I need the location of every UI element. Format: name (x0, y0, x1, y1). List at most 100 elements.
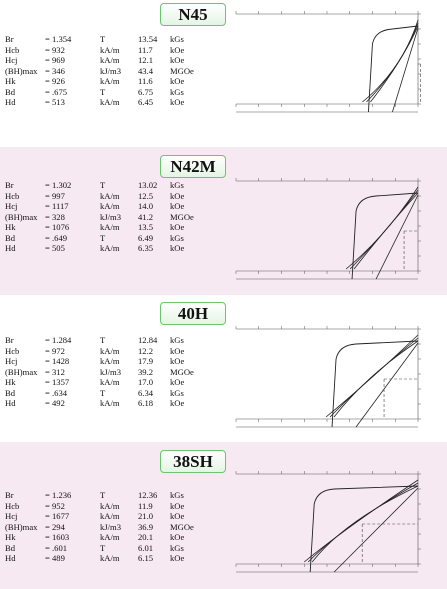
property-row: Bd = .675 T 6.75 kGs (5, 87, 200, 98)
property-cell: kOe (170, 222, 185, 233)
property-row: Hcj = 1677 kA/m 21.0 kOe (5, 511, 200, 522)
property-cell: = .601 (45, 542, 68, 553)
property-cell: Br (5, 490, 14, 501)
property-cell: Hcb (5, 500, 20, 511)
property-cell: Bd (5, 86, 16, 97)
property-cell: kA/m (100, 97, 120, 108)
property-cell: = 1117 (45, 201, 69, 212)
curve-shape (303, 479, 419, 563)
property-cell: kA/m (100, 201, 120, 212)
curve-shape (333, 487, 419, 573)
property-cell: Bd (5, 542, 16, 553)
property-cell: kOe (170, 345, 185, 356)
property-cell: = 1428 (45, 356, 70, 367)
property-row: Br = 1.302 T 13.02 kGs (5, 180, 200, 191)
section: N42M Br = 1.302 T 13.02 kGs Hcb = 997 kA/m 12.5 kO… (0, 147, 447, 295)
property-cell: 6.01 (138, 542, 154, 553)
property-cell: Hcb (5, 345, 20, 356)
property-cell: 6.34 (138, 387, 154, 398)
property-cell: (BH)max (5, 521, 38, 532)
property-cell: Hcj (5, 55, 18, 66)
property-cell: kA/m (100, 345, 120, 356)
property-cell: 11.7 (138, 44, 153, 55)
property-cell: kA/m (100, 532, 120, 543)
property-cell: = 346 (45, 65, 65, 76)
curve-shape (362, 19, 419, 103)
property-cell: 13.5 (138, 222, 154, 233)
property-row: Hcb = 997 kA/m 12.5 kOe (5, 191, 200, 202)
curve-shape (375, 194, 419, 280)
property-cell: 21.0 (138, 511, 154, 522)
property-cell: 6.35 (138, 243, 154, 254)
property-cell: 20.1 (138, 532, 154, 543)
curve-shape (367, 25, 419, 113)
property-row: Br = 1.354 T 13.54 kGs (5, 34, 200, 45)
property-row: Hd = 513 kA/m 6.45 kOe (5, 97, 200, 108)
property-cell: = 1.354 (45, 34, 72, 45)
curve-shape (355, 342, 419, 428)
property-cell: kA/m (100, 243, 120, 254)
property-row: Hcj = 1117 kA/m 14.0 kOe (5, 201, 200, 212)
property-row: Hk = 1076 kA/m 13.5 kOe (5, 222, 200, 233)
property-table: Br = 1.302 T 13.02 kGs Hcb = 997 kA/m 12.5 kOe Hcj… (5, 180, 200, 254)
property-cell: 13.02 (138, 180, 158, 191)
property-cell: = .675 (45, 86, 68, 97)
property-cell: kJ/m3 (100, 521, 122, 532)
property-row: Hcj = 1428 kA/m 17.9 kOe (5, 356, 200, 367)
property-cell: 11.9 (138, 500, 153, 511)
property-cell: kA/m (100, 222, 120, 233)
property-cell: kOe (170, 356, 185, 367)
property-cell: kOe (170, 201, 185, 212)
property-cell: = 294 (45, 521, 65, 532)
property-cell: T (100, 34, 106, 45)
property-cell: MGOe (170, 366, 194, 377)
property-cell: 6.18 (138, 398, 154, 409)
property-cell: kGs (170, 542, 184, 553)
grade-badge: N42M (160, 155, 226, 178)
curve-shape (370, 25, 419, 103)
grade-badge: 38SH (160, 450, 226, 473)
property-cell: Br (5, 180, 14, 191)
property-cell: kOe (170, 553, 185, 564)
property-cell: 12.84 (138, 335, 158, 346)
property-cell: = .649 (45, 232, 68, 243)
curve-shape (351, 192, 419, 280)
property-cell: 43.4 (138, 65, 154, 76)
property-cell: = 505 (45, 243, 65, 254)
property-cell: = 1.302 (45, 180, 72, 191)
property-cell: = 997 (45, 190, 65, 201)
demag-curve-graphic (235, 471, 421, 573)
property-cell: Br (5, 335, 14, 346)
property-cell: 12.1 (138, 55, 154, 66)
property-row: Bd = .634 T 6.34 kGs (5, 388, 200, 399)
property-cell: = 489 (45, 553, 65, 564)
property-cell: = 932 (45, 44, 65, 55)
property-cell: Hd (5, 398, 16, 409)
property-cell: (BH)max (5, 211, 38, 222)
property-cell: (BH)max (5, 65, 38, 76)
property-cell: Hcj (5, 201, 18, 212)
property-table: Br = 1.354 T 13.54 kGs Hcb = 932 kA/m 11.7 kOe Hcj… (5, 34, 200, 108)
curve-shape (366, 22, 419, 103)
property-cell: T (100, 387, 106, 398)
property-cell: Hk (5, 532, 16, 543)
property-cell: 6.15 (138, 553, 154, 564)
property-cell: MGOe (170, 65, 194, 76)
property-row: (BH)max = 294 kJ/m3 36.9 MGOe (5, 522, 200, 533)
curve-shape (353, 192, 419, 270)
property-cell: kOe (170, 97, 185, 108)
property-cell: kA/m (100, 44, 120, 55)
curve-shape (307, 482, 419, 563)
property-cell: kGs (170, 387, 184, 398)
property-cell: 12.5 (138, 190, 154, 201)
curve-shape (331, 340, 419, 428)
section: 38SH Br = 1.236 T 12.36 kGs Hcb = 952 kA/m 11.9 kO… (0, 442, 447, 589)
property-cell: = 312 (45, 366, 65, 377)
property-cell: kA/m (100, 55, 120, 66)
property-cell: 36.9 (138, 521, 154, 532)
property-row: Hcb = 952 kA/m 11.9 kOe (5, 501, 200, 512)
property-row: Br = 1.284 T 12.84 kGs (5, 335, 200, 346)
property-cell: Hcj (5, 356, 18, 367)
property-cell: kOe (170, 44, 185, 55)
